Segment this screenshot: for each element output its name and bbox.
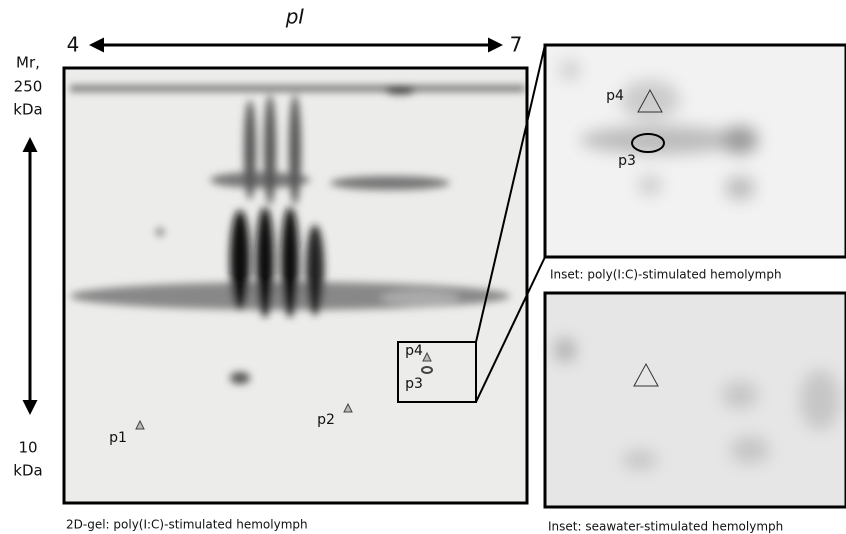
gel-caption: 2D-gel: poly(I:C)-stimulated hemolymph <box>66 518 308 532</box>
gel-image <box>64 68 527 503</box>
spot-label: p4 <box>405 343 423 359</box>
inset-image <box>545 293 846 507</box>
mr-label: Mr, <box>16 54 40 72</box>
inset-spot-label: p3 <box>618 153 636 169</box>
mr-bottom: 10 <box>18 439 37 457</box>
pi-end: 7 <box>510 33 523 57</box>
mr-bottom-unit: kDa <box>13 462 42 480</box>
spot-label: p2 <box>317 412 335 428</box>
inset-caption: Inset: seawater-stimulated hemolymph <box>548 520 783 534</box>
pi-start: 4 <box>67 33 80 57</box>
figure: pI 4 7 Mr, 250 kDa 10 kDa <box>0 0 846 534</box>
spot-label: p3 <box>405 376 423 392</box>
inset-image <box>545 45 846 257</box>
mr-top-unit: kDa <box>13 101 42 119</box>
inset-caption: Inset: poly(I:C)-stimulated hemolymph <box>550 268 782 282</box>
inset-spot-label: p4 <box>606 88 624 104</box>
mr-top: 250 <box>14 78 43 96</box>
pi-label: pI <box>285 5 305 29</box>
spot-label: p1 <box>109 430 127 446</box>
